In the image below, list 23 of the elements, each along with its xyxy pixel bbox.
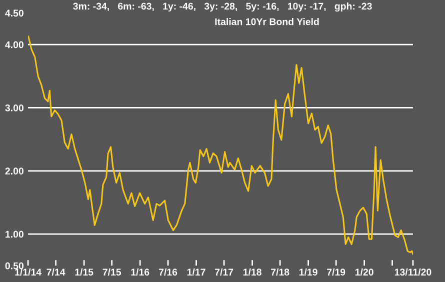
chart-title: 3m: -34, 6m: -63, 1y: -46, 3y: -28, 5y: -16, 10y: -17, gph: -23 xyxy=(73,2,372,12)
x-tick-label: 7/14 xyxy=(46,268,66,276)
x-tick-label: 13/11/20 xyxy=(394,268,432,276)
x-tick-label: 7/19 xyxy=(327,268,346,276)
x-tick-label: 1/20 xyxy=(355,268,374,276)
x-tick-label: 7/17 xyxy=(214,268,234,276)
y-tick-label: 1.00 xyxy=(6,230,24,238)
y-tick-label: 4.50 xyxy=(5,10,24,17)
y-tick-label: 4.00 xyxy=(5,41,24,48)
x-tick-label: 1/17 xyxy=(187,268,206,276)
x-tick-label: 7/16 xyxy=(158,268,178,276)
y-tick-label: 3.00 xyxy=(5,104,24,112)
x-tick-label: 1/1/14 xyxy=(15,268,42,276)
x-tick-label: 1/19 xyxy=(299,268,318,276)
line-series xyxy=(28,36,413,256)
x-tick-label: 1/16 xyxy=(131,268,150,276)
y-tick-label: 2.00 xyxy=(5,168,24,175)
x-tick-label: 1/18 xyxy=(243,268,262,276)
x-tick-label: 7/18 xyxy=(271,268,290,276)
y-tick-label: 0.50 xyxy=(5,262,24,270)
chart-subtitle: Italian 10Yr Bond Yield xyxy=(215,18,319,26)
x-tick-label: 7/15 xyxy=(102,268,122,276)
x-tick-label: 1/15 xyxy=(75,268,94,276)
